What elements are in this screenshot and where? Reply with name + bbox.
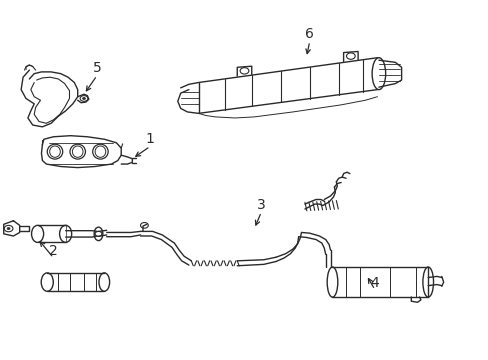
- Circle shape: [7, 228, 10, 230]
- Text: 5: 5: [93, 62, 101, 76]
- Ellipse shape: [326, 267, 337, 297]
- Ellipse shape: [94, 227, 102, 240]
- Ellipse shape: [32, 225, 43, 242]
- Circle shape: [82, 98, 85, 100]
- Text: 1: 1: [145, 132, 154, 146]
- Ellipse shape: [70, 144, 85, 159]
- Ellipse shape: [371, 58, 385, 90]
- Ellipse shape: [47, 144, 62, 159]
- Ellipse shape: [41, 273, 53, 291]
- Ellipse shape: [60, 225, 72, 242]
- Text: 3: 3: [257, 198, 265, 212]
- Text: 2: 2: [49, 244, 58, 258]
- Text: 4: 4: [370, 276, 379, 290]
- Ellipse shape: [422, 267, 433, 297]
- Ellipse shape: [99, 273, 109, 291]
- Text: 6: 6: [305, 27, 314, 41]
- Ellipse shape: [93, 144, 108, 159]
